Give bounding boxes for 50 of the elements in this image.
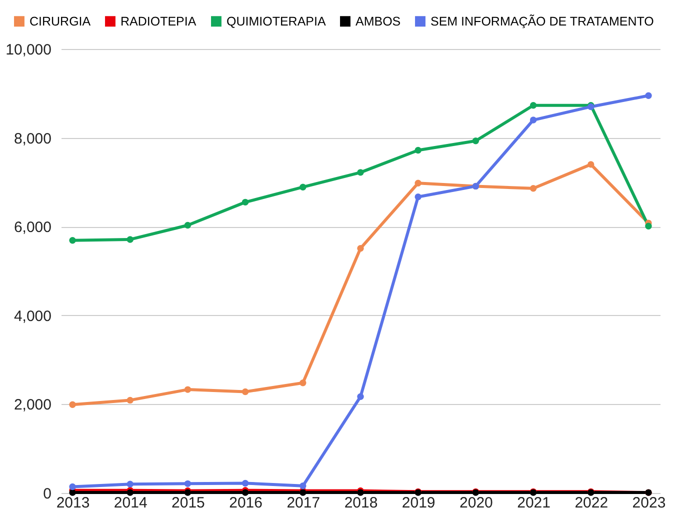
x-tick-label: 2013: [56, 494, 90, 512]
x-tick-label: 2017: [286, 494, 320, 512]
point: [69, 237, 76, 244]
y-tick-label: 2,000: [14, 396, 52, 414]
point: [357, 245, 364, 252]
point: [357, 169, 364, 176]
point: [530, 185, 537, 192]
point: [69, 401, 76, 408]
point: [184, 480, 192, 488]
point: [645, 222, 652, 230]
y-tick-label: 4,000: [14, 308, 52, 325]
y-tick-label: 0: [43, 486, 52, 502]
x-tick-label: 2018: [344, 494, 378, 512]
point: [300, 380, 306, 386]
point: [530, 102, 537, 109]
point: [414, 194, 422, 200]
point: [414, 180, 422, 186]
point: [126, 396, 134, 404]
point: [472, 138, 480, 144]
legend-label: RADIOTEPIA: [120, 14, 197, 28]
point: [588, 161, 594, 168]
x-tick-label: 2015: [172, 494, 205, 512]
x-tick-label: 2019: [402, 494, 436, 512]
point: [126, 480, 134, 488]
y-tick-label: 8,000: [14, 130, 52, 148]
x-tick-label: 2023: [632, 494, 666, 512]
legend-label: AMBOS: [356, 14, 401, 28]
point: [69, 483, 76, 490]
y-tick-label: 6,000: [14, 219, 52, 236]
point: [126, 236, 134, 243]
point: [645, 92, 652, 99]
point: [414, 146, 422, 154]
legend-label: SEM INFORMAÇÃO DE TRATAMENTO: [430, 14, 654, 28]
legend-label: CIRURGIA: [30, 14, 92, 28]
point: [242, 198, 249, 206]
point: [242, 480, 249, 487]
point: [300, 184, 306, 190]
x-tick-label: 2021: [517, 494, 550, 512]
point: [530, 116, 537, 124]
point: [184, 222, 192, 229]
point: [357, 393, 364, 400]
x-tick-label: 2022: [574, 494, 608, 512]
x-tick-label: 2016: [229, 494, 262, 512]
x-tick-label: 2020: [460, 494, 493, 512]
legend-label: QUIMIOTERAPIA: [226, 14, 326, 28]
point: [300, 482, 306, 490]
point: [184, 386, 192, 393]
y-tick-label: 10,000: [6, 42, 52, 58]
point: [242, 388, 249, 396]
x-tick-label: 2014: [114, 494, 148, 512]
